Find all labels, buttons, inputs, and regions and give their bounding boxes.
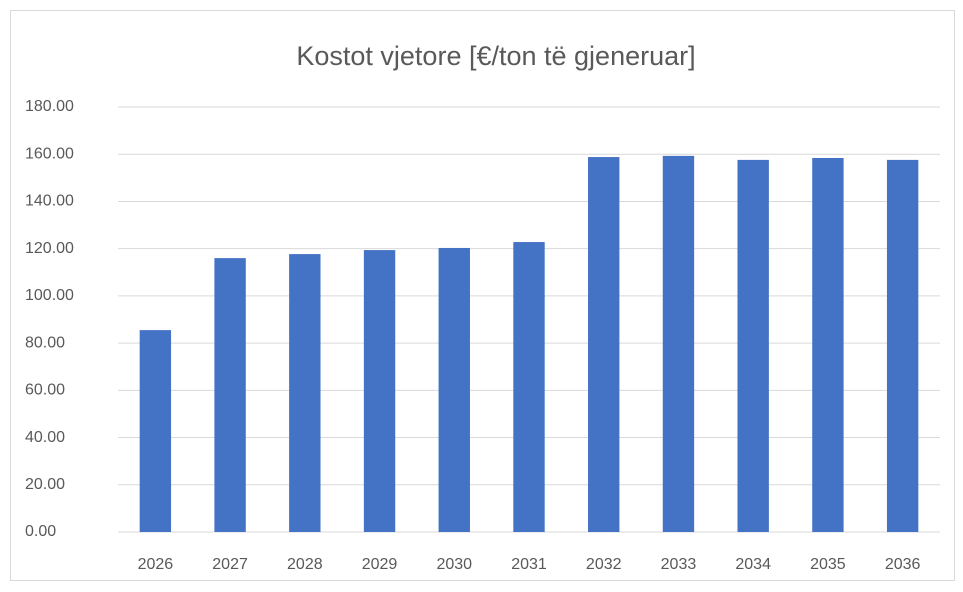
- x-tick-label: 2036: [885, 556, 921, 573]
- x-tick-label: 2027: [212, 556, 248, 573]
- y-tick-label: 60.00: [25, 382, 65, 399]
- bar: [438, 247, 470, 533]
- bar: [363, 250, 396, 533]
- y-tick-label: 40.00: [25, 429, 65, 446]
- bar: [139, 330, 172, 532]
- bar: [513, 242, 545, 533]
- y-tick-label: 100.00: [25, 287, 74, 304]
- bar: [662, 155, 695, 532]
- y-tick-label: 0.00: [25, 523, 56, 540]
- y-tick-label: 80.00: [25, 334, 65, 351]
- bar: [812, 158, 844, 532]
- chart-title: Kostot vjetore [€/ton të gjeneruar]: [296, 41, 695, 71]
- bar: [214, 258, 246, 532]
- y-tick-label: 120.00: [25, 240, 74, 257]
- y-tick-label: 160.00: [25, 145, 74, 162]
- bar: [289, 254, 321, 532]
- x-tick-label: 2034: [735, 556, 771, 573]
- y-tick-label: 20.00: [25, 476, 65, 493]
- x-tick-label: 2033: [661, 556, 697, 573]
- x-tick-label: 2032: [586, 556, 622, 573]
- x-tick-label: 2031: [511, 556, 547, 573]
- x-tick-label: 2030: [436, 556, 472, 573]
- y-tick-label: 180.00: [25, 98, 74, 115]
- x-tick-label: 2035: [810, 556, 846, 573]
- x-tick-label: 2028: [287, 556, 323, 573]
- bar: [737, 159, 769, 532]
- y-tick-label: 140.00: [25, 193, 74, 210]
- x-tick-label: 2026: [138, 556, 174, 573]
- x-tick-label: 2029: [362, 556, 398, 573]
- bar: [886, 159, 919, 532]
- bar: [588, 157, 620, 533]
